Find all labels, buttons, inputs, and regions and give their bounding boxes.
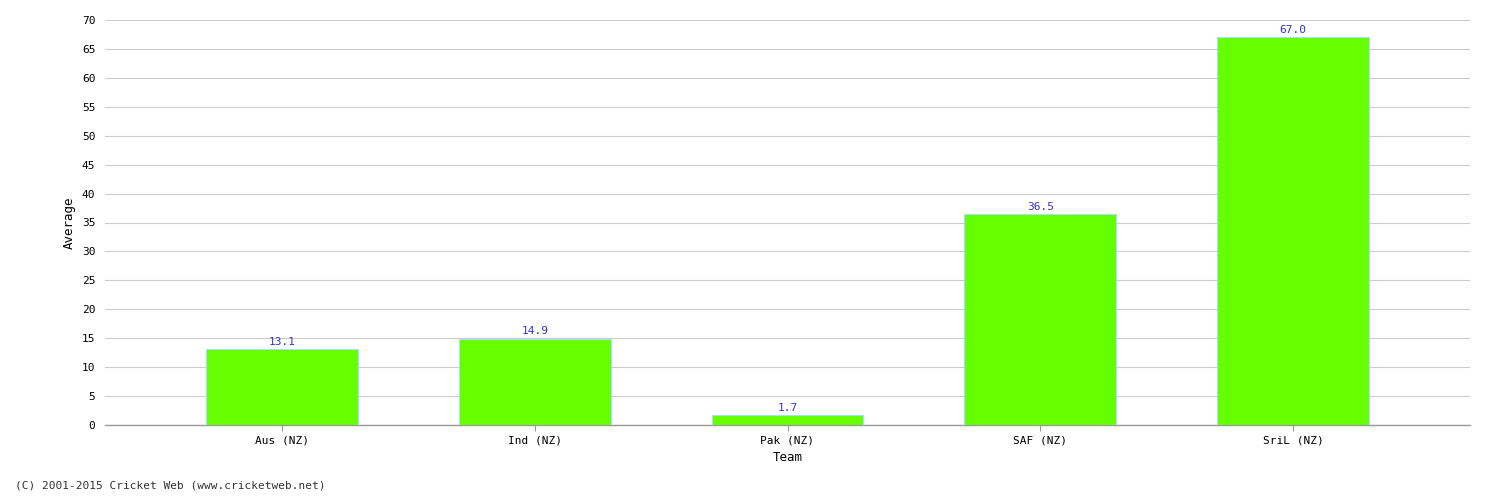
Text: 67.0: 67.0 — [1280, 25, 1306, 35]
Bar — [964, 214, 1116, 425]
Bar — [206, 349, 358, 425]
Text: 36.5: 36.5 — [1028, 202, 1054, 211]
Text: 1.7: 1.7 — [777, 403, 798, 413]
Bar — [459, 339, 610, 425]
X-axis label: Team: Team — [772, 451, 802, 464]
Bar — [711, 415, 864, 425]
Text: 14.9: 14.9 — [520, 326, 548, 336]
Bar — [1216, 38, 1370, 425]
Text: (C) 2001-2015 Cricket Web (www.cricketweb.net): (C) 2001-2015 Cricket Web (www.cricketwe… — [15, 480, 326, 490]
Y-axis label: Average: Average — [63, 196, 76, 248]
Text: 13.1: 13.1 — [268, 337, 296, 347]
